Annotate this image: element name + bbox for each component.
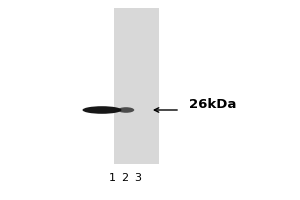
- Ellipse shape: [82, 106, 122, 114]
- Text: 2: 2: [122, 173, 129, 183]
- Text: 26kDa: 26kDa: [189, 98, 236, 110]
- Bar: [114, 8, 159, 164]
- Text: 1: 1: [109, 173, 116, 183]
- Text: 3: 3: [134, 173, 141, 183]
- Ellipse shape: [118, 107, 134, 113]
